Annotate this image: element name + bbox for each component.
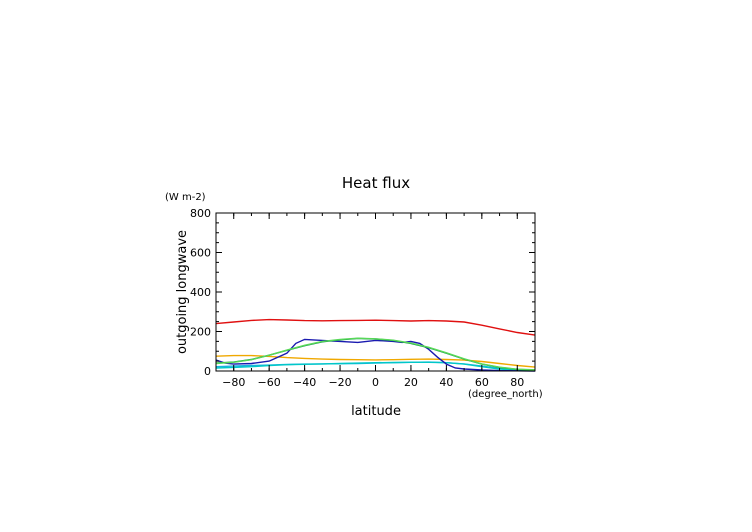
series-line-1 xyxy=(215,318,536,336)
x-tick-label: −80 xyxy=(222,376,245,389)
series-line-2 xyxy=(215,354,536,368)
x-axis-label: latitude xyxy=(351,404,401,419)
x-axis-unit: (degree_north) xyxy=(468,389,543,400)
series-line-7 xyxy=(215,337,536,371)
x-tick-label: 0 xyxy=(372,376,379,389)
y-tick-label: 0 xyxy=(204,365,211,378)
series-layer xyxy=(215,318,536,372)
y-tick-label: 800 xyxy=(190,207,211,220)
x-tick-label: 40 xyxy=(439,376,453,389)
x-tick-label: 20 xyxy=(404,376,418,389)
x-tick-label: 80 xyxy=(510,376,524,389)
y-axis-unit: (W m-2) xyxy=(165,192,206,203)
x-tick-label: −20 xyxy=(328,376,351,389)
y-axis-label: outgoing longwave xyxy=(175,230,190,354)
x-tick-label: −40 xyxy=(293,376,316,389)
x-tick-label: −60 xyxy=(258,376,281,389)
y-tick-label: 200 xyxy=(190,326,211,339)
y-tick-label: 400 xyxy=(190,286,211,299)
plot-frame xyxy=(215,212,536,372)
x-tick-label: 60 xyxy=(475,376,489,389)
chart-title: Heat flux xyxy=(342,174,410,192)
y-tick-label: 600 xyxy=(190,247,211,260)
